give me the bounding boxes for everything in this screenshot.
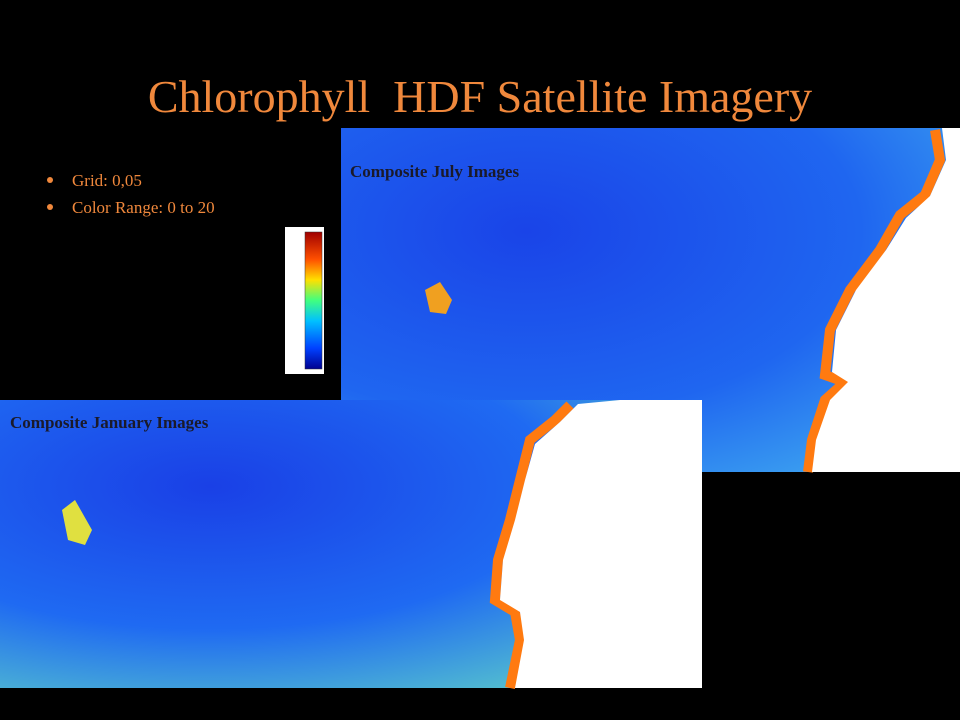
island	[425, 282, 452, 314]
land	[812, 128, 960, 472]
bullet-text: Color Range: 0 to 20	[72, 198, 215, 217]
color-scale	[285, 227, 324, 374]
slide-title: Chlorophyll HDF Satellite Imagery	[148, 71, 812, 122]
scale-bar	[304, 231, 323, 370]
island	[62, 500, 92, 545]
image-caption: Composite July Images	[350, 162, 519, 181]
coast	[489, 401, 574, 690]
land	[500, 400, 702, 688]
coast	[803, 129, 946, 473]
january-image: Composite January Images	[0, 400, 702, 690]
image-caption: Composite January Images	[10, 413, 209, 432]
bullet-dot	[47, 177, 53, 183]
bullet-dot	[47, 204, 53, 210]
bullet-text: Grid: 0,05	[72, 171, 142, 190]
